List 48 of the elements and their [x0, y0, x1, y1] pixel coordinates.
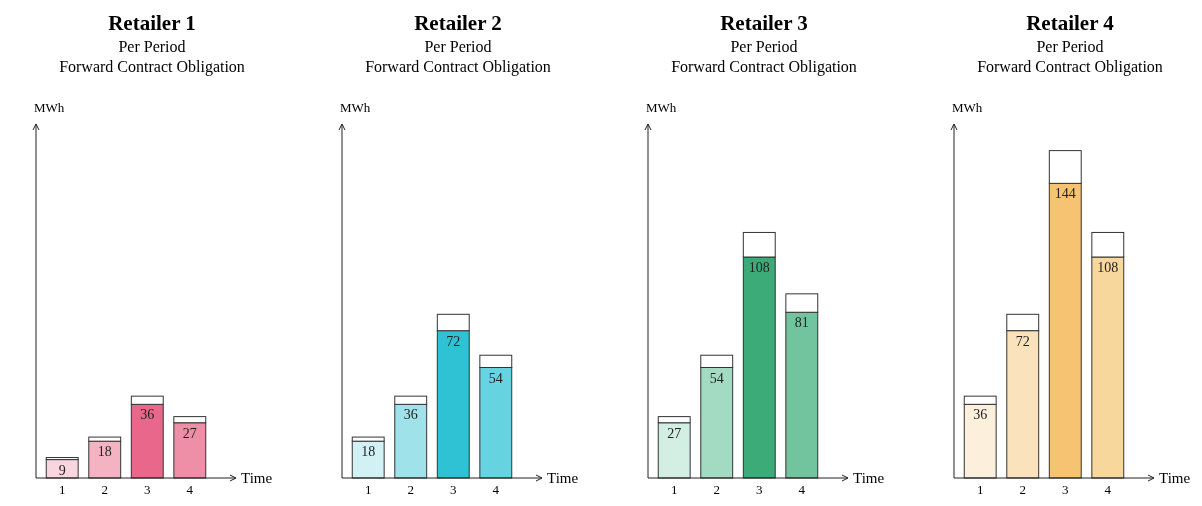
chart-subtitle: Per Period Forward Contract Obligation — [977, 38, 1163, 76]
x-tick-label: 2 — [101, 482, 108, 497]
x-tick-label: 4 — [492, 482, 500, 497]
data-label: 54 — [709, 370, 724, 386]
x-tick-label: 4 — [186, 482, 194, 497]
x-tick-label: 3 — [1062, 482, 1069, 497]
x-axis-title: Time — [1159, 470, 1191, 486]
y-axis-title: MWh — [340, 100, 371, 115]
chart-title: Retailer 1 — [108, 11, 196, 35]
chart-subtitle: Per Period Forward Contract Obligation — [365, 38, 551, 76]
x-tick-label: 3 — [756, 482, 763, 497]
x-axis-title: Time — [853, 470, 885, 486]
x-tick-label: 4 — [798, 482, 806, 497]
x-tick-label: 3 — [144, 482, 151, 497]
x-tick-label: 4 — [1104, 482, 1112, 497]
chart-title: Retailer 3 — [720, 11, 808, 35]
x-tick-label: 1 — [670, 482, 678, 497]
data-label: 72 — [446, 333, 461, 349]
data-label: 36 — [403, 407, 418, 423]
data-label: 36 — [973, 407, 988, 423]
chart-title: Retailer 2 — [414, 11, 502, 35]
x-tick-label: 1 — [976, 482, 984, 497]
data-label: 54 — [488, 370, 503, 386]
x-tick-label: 1 — [58, 482, 66, 497]
x-axis-title: Time — [241, 470, 273, 486]
data-label: 81 — [794, 315, 809, 331]
data-label: 9 — [58, 462, 66, 478]
data-label: 27 — [667, 425, 682, 441]
x-tick-label: 2 — [1019, 482, 1026, 497]
chart-title: Retailer 4 — [1026, 11, 1115, 35]
y-axis-title: MWh — [34, 100, 65, 115]
data-label: 36 — [140, 407, 155, 423]
data-label: 144 — [1054, 186, 1076, 202]
data-label: 108 — [748, 260, 770, 276]
x-tick-label: 3 — [450, 482, 457, 497]
data-label: 18 — [361, 444, 376, 460]
x-axis-title: Time — [547, 470, 579, 486]
chart-subtitle: Per Period Forward Contract Obligation — [59, 38, 245, 76]
data-label: 72 — [1015, 333, 1030, 349]
x-tick-label: 2 — [713, 482, 720, 497]
y-axis-title: MWh — [952, 100, 983, 115]
data-label: 18 — [97, 444, 112, 460]
data-label: 108 — [1097, 260, 1119, 276]
x-tick-label: 1 — [364, 482, 372, 497]
x-tick-label: 2 — [407, 482, 414, 497]
data-label: 27 — [182, 425, 197, 441]
y-axis-title: MWh — [646, 100, 677, 115]
chart-subtitle: Per Period Forward Contract Obligation — [671, 38, 857, 76]
